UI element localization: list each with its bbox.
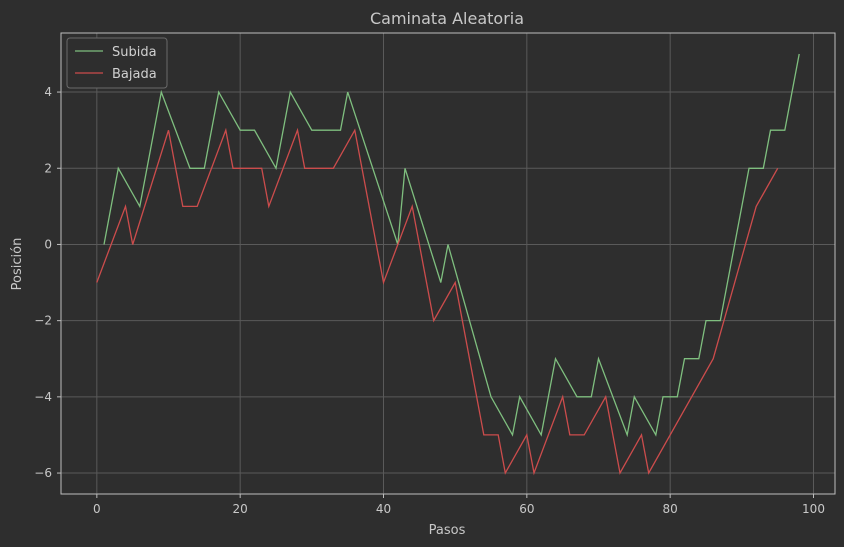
y-tick-label: 2 bbox=[44, 161, 52, 175]
series-line-subida bbox=[103, 53, 800, 438]
y-tick-label: 4 bbox=[44, 85, 52, 99]
chart-title: Caminata Aleatoria bbox=[370, 9, 524, 28]
legend: Subida Bajada bbox=[66, 37, 168, 89]
y-tick-label: −6 bbox=[34, 466, 52, 480]
x-tick-label: 100 bbox=[802, 502, 825, 516]
x-axis-label: Pasos bbox=[429, 523, 466, 538]
legend-label-subida: Subida bbox=[112, 45, 157, 60]
series-line-bajada bbox=[96, 127, 779, 476]
y-tick-label: −4 bbox=[34, 390, 52, 404]
axis-ticks: 0 20 40 60 80 100 −6 −4 −2 0 2 4 bbox=[34, 85, 825, 516]
legend-label-bajada: Bajada bbox=[112, 67, 157, 82]
x-tick-label: 0 bbox=[93, 502, 101, 516]
x-tick-label: 80 bbox=[663, 502, 678, 516]
series-layer bbox=[96, 53, 800, 476]
y-axis-label: Posición bbox=[10, 238, 25, 291]
plot-frame bbox=[60, 32, 836, 495]
x-tick-label: 60 bbox=[519, 502, 534, 516]
y-tick-label: −2 bbox=[34, 314, 52, 328]
y-tick-label: 0 bbox=[44, 237, 52, 251]
x-tick-label: 40 bbox=[376, 502, 391, 516]
x-tick-label: 20 bbox=[233, 502, 248, 516]
